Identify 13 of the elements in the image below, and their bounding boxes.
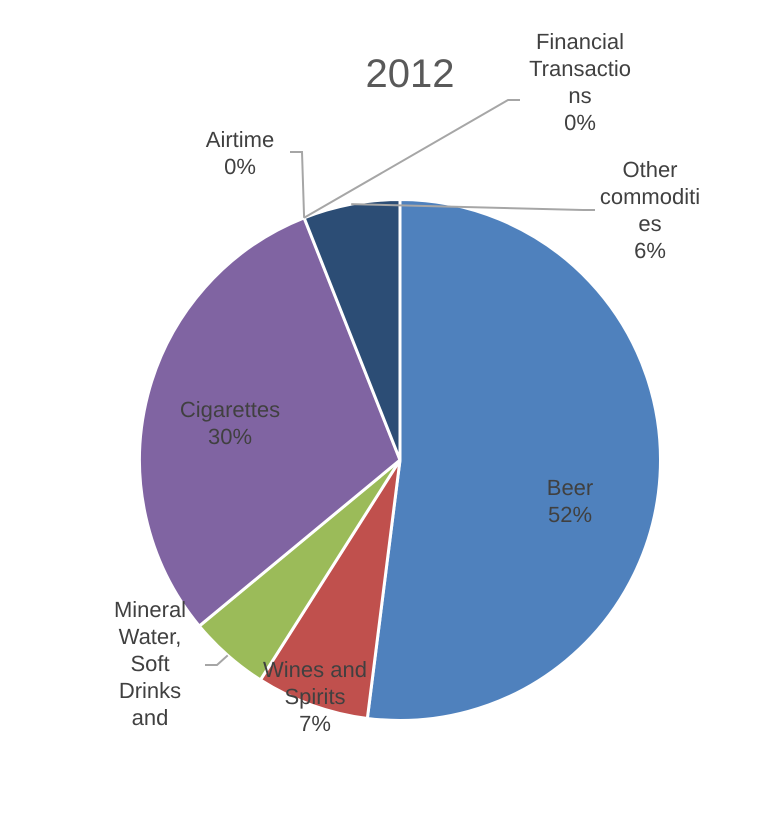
data-label: 52% xyxy=(548,502,592,528)
slice-label: Other commodities xyxy=(600,157,700,236)
text: 0% xyxy=(224,154,256,180)
data-label: 30% xyxy=(208,424,252,450)
data-label: 7% xyxy=(299,711,331,736)
slice-label: Beer xyxy=(546,475,594,500)
category-label: Financial Transactions xyxy=(529,29,631,108)
slice-label: Cigarettes xyxy=(180,397,280,422)
text: 0% xyxy=(564,110,596,136)
category-label: Airtime xyxy=(206,127,274,152)
data-label: 6% xyxy=(634,238,666,264)
chart-title: 2012 xyxy=(366,52,454,96)
slice-label: Mineral Water, Soft Drinks and xyxy=(114,597,186,730)
